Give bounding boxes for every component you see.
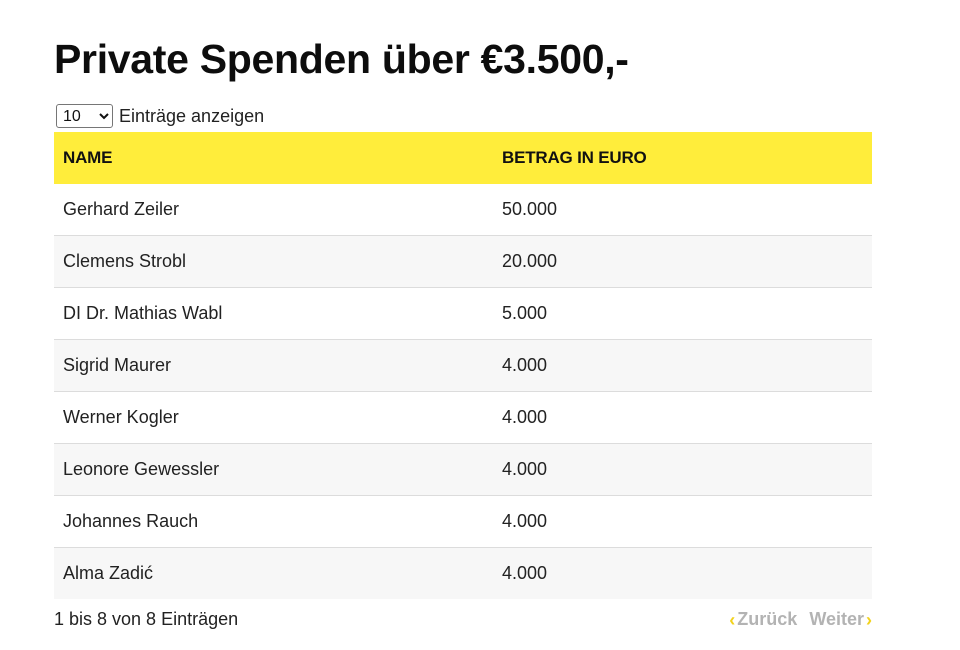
pagination: ‹ Zurück Weiter › [729,609,872,630]
chevron-left-icon: ‹ [729,609,736,630]
entries-per-page-select[interactable]: 10 [56,104,113,128]
table-row: Gerhard Zeiler 50.000 [54,184,872,236]
cell-name: Gerhard Zeiler [54,184,493,236]
column-header-name[interactable]: NAME [54,132,493,184]
table-row: Clemens Strobl 20.000 [54,235,872,288]
cell-name: Leonore Gewessler [54,443,493,496]
table-row: DI Dr. Mathias Wabl 5.000 [54,287,872,340]
cell-name: Johannes Rauch [54,495,493,548]
table-info: 1 bis 8 von 8 Einträgen [54,609,239,629]
table-row: Johannes Rauch 4.000 [54,495,872,548]
cell-amount: 50.000 [493,184,872,236]
next-page-button[interactable]: Weiter › [809,609,872,630]
cell-amount: 4.000 [493,391,872,444]
entries-length-control: 10 Einträge anzeigen [56,104,264,128]
cell-amount: 20.000 [493,235,872,288]
entries-per-page-label: Einträge anzeigen [119,105,265,126]
next-page-label: Weiter [809,609,864,629]
previous-page-label: Zurück [737,609,798,629]
previous-page-button[interactable]: ‹ Zurück [729,609,797,630]
cell-name: Werner Kogler [54,391,493,444]
page-title: Private Spenden über €3.500,- [54,36,629,82]
chevron-right-icon: › [866,609,872,630]
table-row: Alma Zadić 4.000 [54,547,872,599]
cell-amount: 4.000 [493,495,872,548]
cell-amount: 5.000 [493,287,872,340]
table-row: Leonore Gewessler 4.000 [54,443,872,496]
cell-name: Alma Zadić [54,547,493,599]
cell-amount: 4.000 [493,547,872,599]
table-header-row: NAME BETRAG IN EURO [54,132,872,184]
cell-name: DI Dr. Mathias Wabl [54,287,493,340]
donations-table: NAME BETRAG IN EURO Gerhard Zeiler 50.00… [54,132,872,599]
cell-amount: 4.000 [493,339,872,392]
cell-amount: 4.000 [493,443,872,496]
cell-name: Sigrid Maurer [54,339,493,392]
cell-name: Clemens Strobl [54,235,493,288]
table-row: Sigrid Maurer 4.000 [54,339,872,392]
table-row: Werner Kogler 4.000 [54,391,872,444]
column-header-amount[interactable]: BETRAG IN EURO [493,132,872,184]
